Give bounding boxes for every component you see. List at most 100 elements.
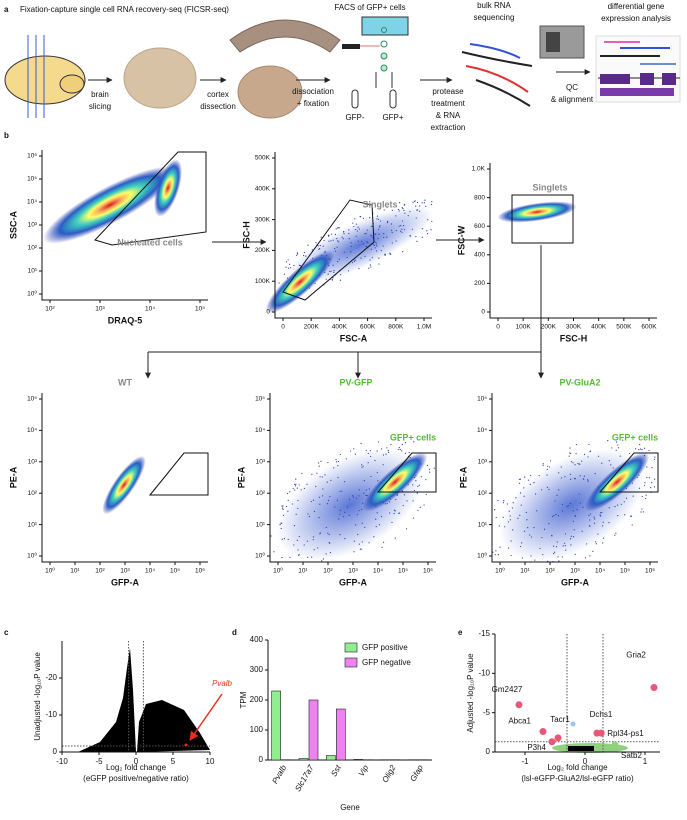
event-dot: [348, 229, 349, 230]
event-dot: [315, 242, 316, 243]
event-dot: [328, 500, 329, 501]
event-dot: [558, 515, 559, 516]
event-dot: [579, 463, 580, 464]
event-dot: [570, 479, 571, 480]
event-dot: [602, 542, 603, 543]
event-dot: [387, 221, 388, 222]
event-dot: [510, 515, 511, 516]
event-dot: [374, 460, 375, 461]
event-dot: [333, 270, 334, 271]
y-tick-label: 1.0K: [472, 166, 486, 173]
event-dot: [284, 274, 285, 275]
event-dot: [388, 452, 389, 453]
event-dot: [548, 523, 549, 524]
event-dot: [281, 528, 282, 529]
event-dot: [618, 447, 619, 448]
event-dot: [340, 510, 341, 511]
y-tick-label: -5: [483, 708, 491, 717]
y-tick-label: -20: [45, 673, 57, 682]
event-dot: [640, 448, 641, 449]
event-dot: [565, 533, 566, 534]
event-dot: [549, 466, 550, 467]
event-dot: [322, 495, 323, 496]
y-tick-label: 200: [250, 695, 264, 704]
event-dot: [503, 502, 504, 503]
event-dot: [359, 489, 360, 490]
event-dot: [363, 493, 364, 494]
event-dot: [376, 218, 377, 219]
event-dot: [504, 526, 505, 527]
annotation: Pvalb: [212, 679, 233, 688]
density-halo: [258, 426, 442, 584]
x-tick-label: 800K: [388, 324, 404, 331]
event-dot: [297, 540, 298, 541]
event-dot: [396, 230, 397, 231]
event-dot: [646, 466, 647, 467]
y-tick-label: 10⁴: [477, 427, 487, 434]
event-dot: [508, 548, 509, 549]
density-core: [496, 198, 578, 227]
x-tick-label: 5: [171, 757, 176, 766]
event-dot: [617, 444, 618, 445]
event-dot: [349, 515, 350, 516]
event-dot: [359, 228, 360, 229]
event-dot: [304, 544, 305, 545]
event-dot: [353, 226, 354, 227]
event-dot: [512, 507, 513, 508]
event-dot: [283, 515, 284, 516]
event-dot: [294, 525, 295, 526]
event-dot: [357, 227, 358, 228]
event-dot: [399, 447, 400, 448]
event-dot: [354, 261, 355, 262]
event-dot: [528, 480, 529, 481]
event-dot: [337, 465, 338, 466]
event-dot: [520, 546, 521, 547]
event-dot: [431, 204, 432, 205]
event-dot: [326, 527, 327, 528]
gate-label: Singlets: [532, 182, 567, 192]
event-dot: [404, 204, 405, 205]
event-dot: [313, 539, 314, 540]
event-dot: [344, 481, 345, 482]
event-dot: [565, 549, 566, 550]
event-dot: [318, 249, 319, 250]
event-dot: [344, 538, 345, 539]
event-dot: [608, 522, 609, 523]
event-dot: [645, 498, 646, 499]
event-dot: [609, 460, 610, 461]
event-dot: [631, 516, 632, 517]
event-dot: [399, 226, 400, 227]
event-dot: [624, 501, 625, 502]
event-dot: [495, 554, 496, 555]
point-label: P3h4: [527, 743, 546, 752]
event-dot: [320, 245, 321, 246]
event-dot: [577, 463, 578, 464]
event-dot: [499, 525, 500, 526]
event-dot: [329, 496, 330, 497]
event-dot: [426, 494, 427, 495]
event-dot: [416, 241, 417, 242]
event-dot: [414, 490, 415, 491]
event-dot: [541, 489, 542, 490]
event-dot: [644, 448, 645, 449]
event-dot: [307, 557, 308, 558]
y-tick-label: 10⁵: [477, 396, 487, 403]
event-dot: [553, 553, 554, 554]
event-dot: [384, 209, 385, 210]
event-dot: [369, 488, 370, 489]
event-dot: [359, 510, 360, 511]
event-dot: [305, 255, 306, 256]
event-dot: [597, 533, 598, 534]
event-dot: [638, 449, 639, 450]
event-dot: [570, 453, 571, 454]
event-dot: [421, 476, 422, 477]
step-text: dissection: [200, 102, 236, 111]
event-dot: [307, 541, 308, 542]
event-dot: [365, 233, 366, 234]
event-dot: [508, 521, 509, 522]
event-dot: [297, 253, 298, 254]
step-text: treatment: [431, 99, 466, 108]
event-dot: [543, 465, 544, 466]
step-text: protease: [432, 87, 464, 96]
seq-title: sequencing: [474, 13, 515, 22]
